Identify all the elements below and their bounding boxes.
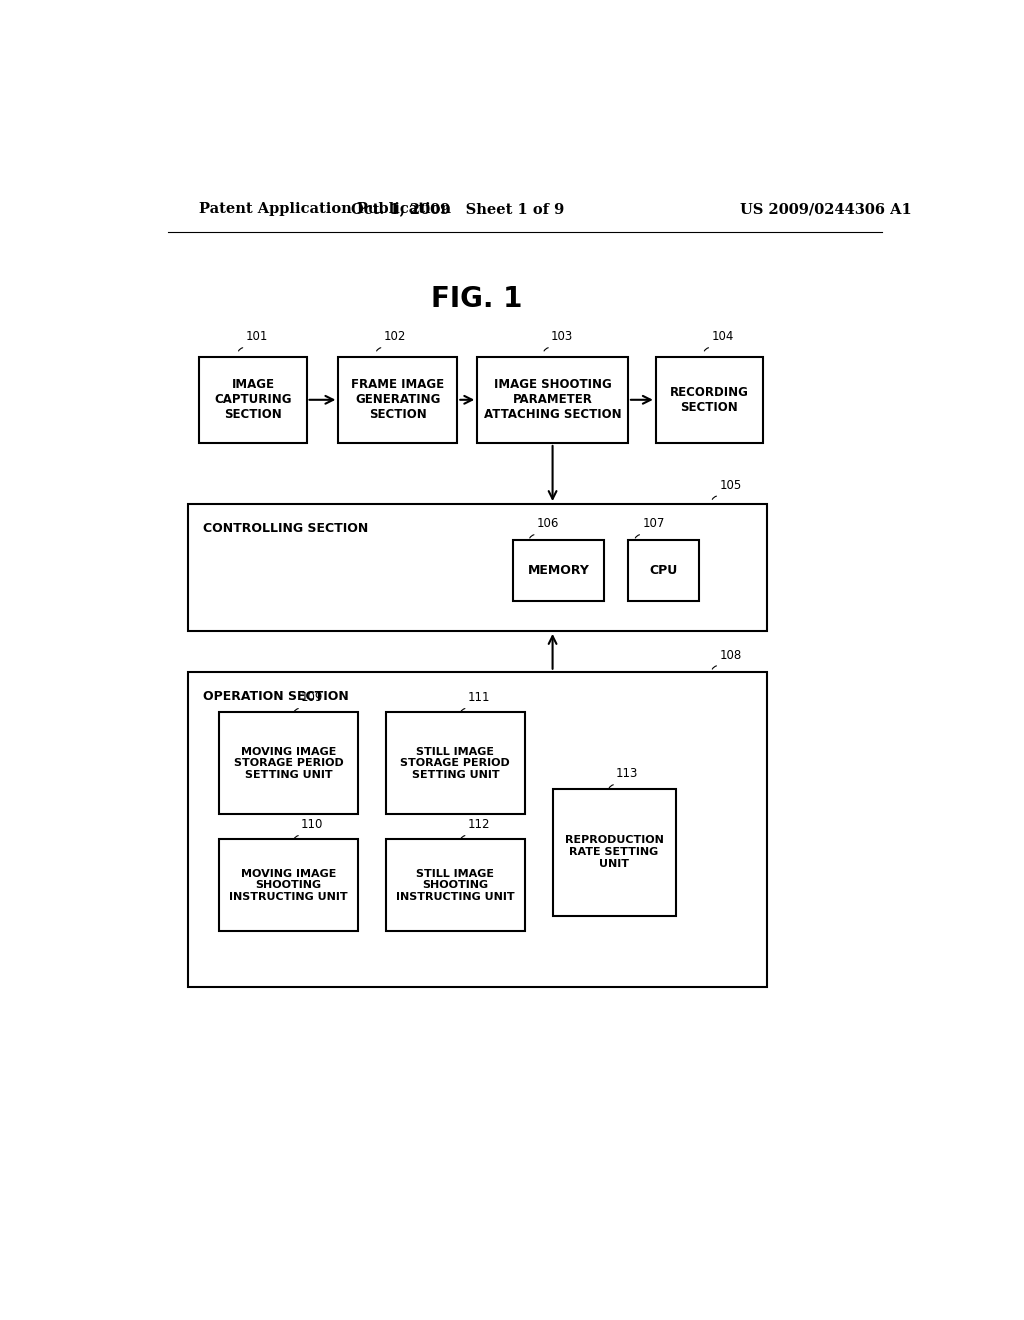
Text: MOVING IMAGE
STORAGE PERIOD
SETTING UNIT: MOVING IMAGE STORAGE PERIOD SETTING UNIT: [233, 747, 344, 780]
Text: 106: 106: [537, 517, 559, 531]
Bar: [655, 356, 763, 444]
Text: STILL IMAGE
STORAGE PERIOD
SETTING UNIT: STILL IMAGE STORAGE PERIOD SETTING UNIT: [400, 747, 510, 780]
Bar: [477, 356, 628, 444]
Bar: [219, 713, 358, 814]
Text: FRAME IMAGE
GENERATING
SECTION: FRAME IMAGE GENERATING SECTION: [351, 379, 444, 421]
Bar: [200, 356, 306, 444]
Bar: [386, 713, 524, 814]
Bar: [187, 504, 767, 631]
Bar: [628, 540, 699, 601]
Text: FIG. 1: FIG. 1: [431, 285, 523, 313]
Text: CONTROLLING SECTION: CONTROLLING SECTION: [204, 523, 369, 536]
Text: 113: 113: [616, 767, 638, 780]
Text: 104: 104: [712, 330, 733, 343]
Text: Patent Application Publication: Patent Application Publication: [200, 202, 452, 216]
Text: REPRODUCTION
RATE SETTING
UNIT: REPRODUCTION RATE SETTING UNIT: [564, 836, 664, 869]
Text: CPU: CPU: [649, 564, 678, 577]
Bar: [513, 540, 604, 601]
Text: 107: 107: [642, 517, 665, 531]
Text: US 2009/0244306 A1: US 2009/0244306 A1: [740, 202, 912, 216]
Text: STILL IMAGE
SHOOTING
INSTRUCTING UNIT: STILL IMAGE SHOOTING INSTRUCTING UNIT: [396, 869, 515, 902]
Text: Oct. 1, 2009   Sheet 1 of 9: Oct. 1, 2009 Sheet 1 of 9: [350, 202, 564, 216]
Text: MEMORY: MEMORY: [527, 564, 590, 577]
Text: 101: 101: [246, 330, 268, 343]
Text: 110: 110: [301, 818, 324, 832]
Text: RECORDING
SECTION: RECORDING SECTION: [670, 385, 749, 413]
Text: 103: 103: [551, 330, 573, 343]
Bar: [187, 672, 767, 987]
Text: IMAGE
CAPTURING
SECTION: IMAGE CAPTURING SECTION: [214, 379, 292, 421]
Text: 109: 109: [301, 692, 324, 704]
Text: IMAGE SHOOTING
PARAMETER
ATTACHING SECTION: IMAGE SHOOTING PARAMETER ATTACHING SECTI…: [483, 379, 622, 421]
Bar: [338, 356, 458, 444]
Text: 102: 102: [384, 330, 406, 343]
Bar: [386, 840, 524, 931]
Text: 108: 108: [719, 648, 741, 661]
Text: 112: 112: [468, 818, 490, 832]
Text: OPERATION SECTION: OPERATION SECTION: [204, 690, 349, 704]
Bar: [219, 840, 358, 931]
Text: 105: 105: [719, 479, 741, 492]
Bar: [553, 788, 676, 916]
Text: MOVING IMAGE
SHOOTING
INSTRUCTING UNIT: MOVING IMAGE SHOOTING INSTRUCTING UNIT: [229, 869, 348, 902]
Text: 111: 111: [468, 692, 490, 704]
